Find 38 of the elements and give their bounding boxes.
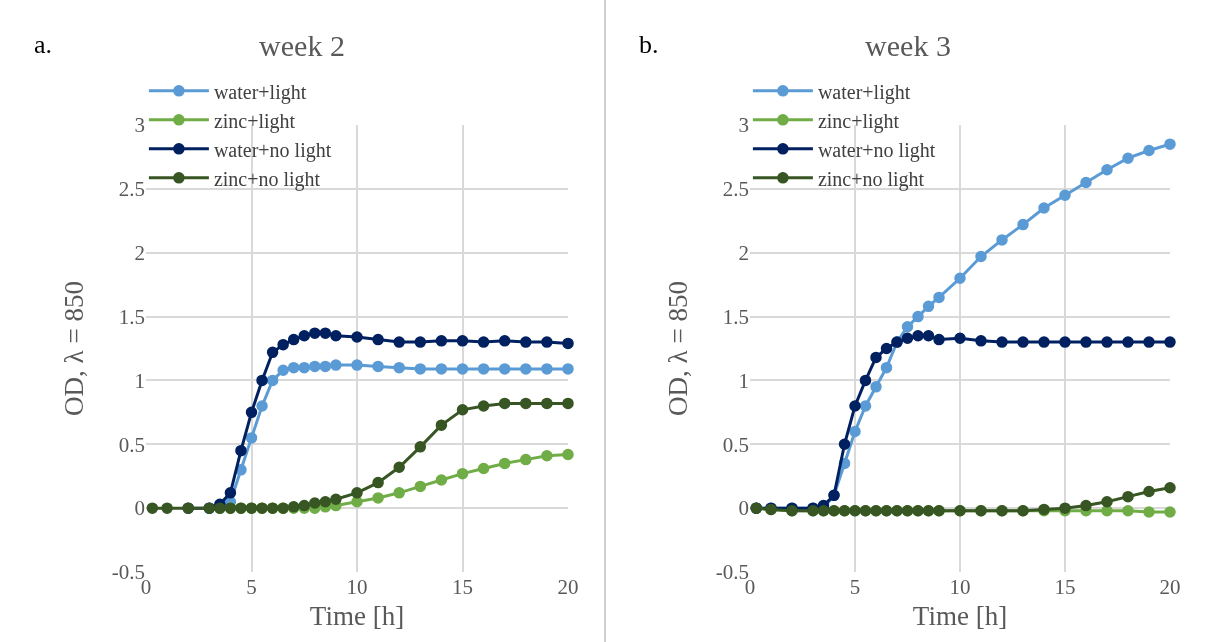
x-axis-title: Time [h] (309, 601, 405, 632)
legend-label: water+light (213, 80, 307, 104)
y-tick-label: 1 (134, 368, 145, 393)
x-tick-label: 10 (346, 575, 368, 599)
y-tick-label: 2.5 (118, 177, 145, 202)
x-tick-label: 5 (246, 575, 257, 599)
y-axis-title: OD, λ = 850 (58, 281, 89, 416)
x-tick-label: 20 (1159, 575, 1181, 599)
text: b. (639, 30, 659, 59)
y-tick-label: 0.5 (118, 432, 145, 457)
legend-label: water+no light (817, 138, 936, 162)
chart-title: week 3 (865, 28, 951, 62)
y-tick-label: 2 (738, 241, 749, 266)
y-tick-label: 1.5 (722, 304, 749, 329)
x-tick-label: 15 (452, 575, 473, 599)
legend-label: zinc+light (817, 109, 900, 133)
y-tick-label: 2.5 (722, 177, 749, 202)
text: a. (34, 30, 53, 59)
x-axis-title: Time [h] (912, 601, 1008, 632)
y-tick-label: 0 (134, 496, 145, 521)
y-tick-label: 0 (738, 496, 749, 521)
y-tick-label: 2 (134, 241, 145, 266)
y-tick-label: 3 (738, 113, 749, 138)
y-tick-label: 3 (134, 113, 145, 138)
x-tick-label: 15 (1054, 575, 1076, 599)
y-tick-label: 1 (738, 368, 749, 393)
legend-label: zinc+no light (213, 167, 321, 191)
legend-label: water+light (817, 80, 911, 104)
legend-label: water+no light (213, 138, 332, 162)
y-axis-title: OD, λ = 850 (662, 281, 693, 416)
y-tick-label: 1.5 (118, 304, 145, 329)
x-tick-label: 20 (557, 575, 579, 599)
legend-label: zinc+no light (817, 167, 925, 191)
x-tick-label: 5 (849, 575, 861, 599)
y-tick-label: 0.5 (722, 432, 749, 457)
chart-title: week 2 (259, 28, 345, 62)
legend-label: zinc+light (213, 109, 296, 133)
x-tick-label: 10 (949, 575, 971, 599)
